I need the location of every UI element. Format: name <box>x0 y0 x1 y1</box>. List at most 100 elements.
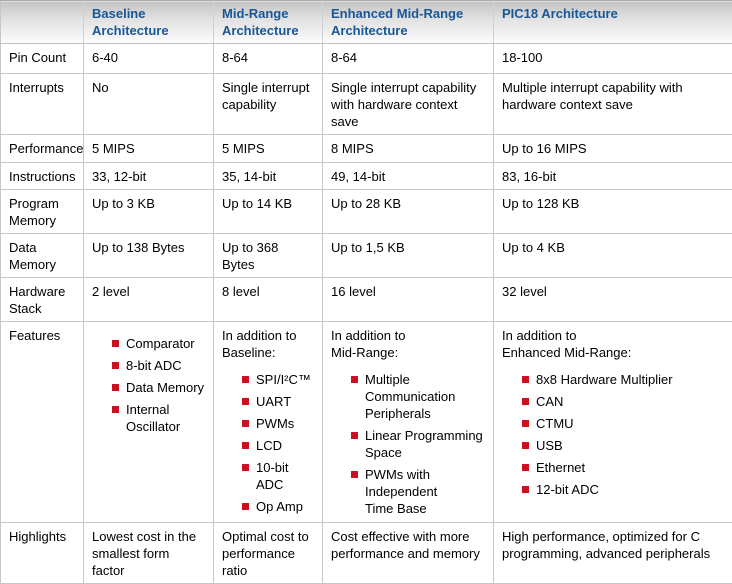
cell: High performance, optimized for C progra… <box>494 523 732 584</box>
table-row-features: Features Comparator 8-bit ADC Data Memor… <box>1 322 732 523</box>
bullet-icon <box>522 442 529 449</box>
feature-item: CAN <box>522 393 724 410</box>
feature-item-label: USB <box>536 438 563 453</box>
feature-intro: In addition to Enhanced Mid-Range: <box>502 327 724 361</box>
feature-item-label: 8x8 Hardware Multiplier <box>536 372 673 387</box>
feature-item-label: 12-bit ADC <box>536 482 599 497</box>
feature-item: Comparator <box>112 335 205 352</box>
feature-item: Internal Oscillator <box>112 401 205 435</box>
cell: Multiple interrupt capability with hardw… <box>494 74 732 135</box>
feature-item-label: PWMs with Independent Time Base <box>365 467 437 516</box>
feature-item: Ethernet <box>522 459 724 476</box>
features-cell-baseline: Comparator 8-bit ADC Data Memory Interna… <box>84 322 214 523</box>
bullet-icon <box>242 420 249 427</box>
corner-header <box>1 1 84 44</box>
feature-item-label: Op Amp <box>256 499 303 514</box>
bullet-icon <box>112 340 119 347</box>
feature-item: CTMU <box>522 415 724 432</box>
cell: 16 level <box>323 278 494 322</box>
feature-item-label: Comparator <box>126 336 195 351</box>
feature-item: 8x8 Hardware Multiplier <box>522 371 724 388</box>
cell: 35, 14-bit <box>214 163 323 190</box>
bullet-icon <box>242 398 249 405</box>
bullet-icon <box>112 384 119 391</box>
feature-item-label: UART <box>256 394 291 409</box>
features-cell-enhanced-mid-range: In addition to Mid-Range: Multiple Commu… <box>323 322 494 523</box>
feature-item-label: 8-bit ADC <box>126 358 182 373</box>
bullet-icon <box>112 406 119 413</box>
feature-intro: In addition to Baseline: <box>222 327 314 361</box>
feature-item: Linear Programming Space <box>351 427 485 461</box>
feature-item: Op Amp <box>242 498 314 515</box>
bullet-icon <box>351 432 358 439</box>
cell: 5 MIPS <box>214 135 323 163</box>
cell: 33, 12-bit <box>84 163 214 190</box>
table-row-performance: Performance 5 MIPS 5 MIPS 8 MIPS Up to 1… <box>1 135 732 163</box>
row-label: Pin Count <box>1 44 84 74</box>
cell: 8 level <box>214 278 323 322</box>
bullet-icon <box>242 503 249 510</box>
table-row-instructions: Instructions 33, 12-bit 35, 14-bit 49, 1… <box>1 163 732 190</box>
cell: Up to 138 Bytes <box>84 234 214 278</box>
column-header-baseline: Baseline Architecture <box>84 1 214 44</box>
feature-intro: In addition to Mid-Range: <box>331 327 485 361</box>
cell: 83, 16-bit <box>494 163 732 190</box>
cell: Up to 1,5 KB <box>323 234 494 278</box>
bullet-icon <box>242 376 249 383</box>
bullet-icon <box>351 471 358 478</box>
cell: Up to 3 KB <box>84 190 214 234</box>
bullet-icon <box>351 376 358 383</box>
column-header-mid-range: Mid-Range Architecture <box>214 1 323 44</box>
feature-item-label: Linear Programming Space <box>365 428 483 460</box>
cell: Optimal cost to performance ratio <box>214 523 323 584</box>
bullet-icon <box>112 362 119 369</box>
table-row-highlights: Highlights Lowest cost in the smallest f… <box>1 523 732 584</box>
cell: 8 MIPS <box>323 135 494 163</box>
cell: Lowest cost in the smallest form factor <box>84 523 214 584</box>
cell: 5 MIPS <box>84 135 214 163</box>
table-row-program-memory: Program Memory Up to 3 KB Up to 14 KB Up… <box>1 190 732 234</box>
cell: 2 level <box>84 278 214 322</box>
cell: Up to 16 MIPS <box>494 135 732 163</box>
row-label: Interrupts <box>1 74 84 135</box>
feature-item: Data Memory <box>112 379 205 396</box>
feature-list: 8x8 Hardware Multiplier CAN CTMU USB Eth… <box>502 371 724 498</box>
cell: 32 level <box>494 278 732 322</box>
feature-item-label: CTMU <box>536 416 574 431</box>
column-header-pic18: PIC18 Architecture <box>494 1 732 44</box>
cell: No <box>84 74 214 135</box>
cell: Single interrupt capability with hardwar… <box>323 74 494 135</box>
row-label: Highlights <box>1 523 84 584</box>
feature-item-label: Ethernet <box>536 460 585 475</box>
cell: Up to 368 Bytes <box>214 234 323 278</box>
column-header-enhanced-mid-range: Enhanced Mid-Range Architecture <box>323 1 494 44</box>
cell: 8-64 <box>323 44 494 74</box>
feature-item-label: Internal Oscillator <box>126 402 180 434</box>
feature-item: PWMs with Independent Time Base <box>351 466 485 517</box>
cell: 8-64 <box>214 44 323 74</box>
bullet-icon <box>522 376 529 383</box>
feature-item-label: CAN <box>536 394 563 409</box>
feature-item: 10-bit ADC <box>242 459 314 493</box>
feature-item: Multiple Communication Peripherals <box>351 371 485 422</box>
feature-item: UART <box>242 393 314 410</box>
cell: Cost effective with more performance and… <box>323 523 494 584</box>
feature-item-label: Multiple Communication Peripherals <box>365 372 455 421</box>
bullet-icon <box>242 464 249 471</box>
row-label: Instructions <box>1 163 84 190</box>
bullet-icon <box>522 486 529 493</box>
row-label: Performance <box>1 135 84 163</box>
cell: Up to 14 KB <box>214 190 323 234</box>
header-row: Baseline Architecture Mid-Range Architec… <box>1 1 732 44</box>
features-cell-pic18: In addition to Enhanced Mid-Range: 8x8 H… <box>494 322 732 523</box>
cell: Single interrupt capability <box>214 74 323 135</box>
bullet-icon <box>522 398 529 405</box>
feature-item-label: 10-bit ADC <box>256 460 289 492</box>
feature-list: SPI/I²C™ UART PWMs LCD 10-bit ADC Op Amp <box>222 371 314 515</box>
cell: 6-40 <box>84 44 214 74</box>
features-cell-mid-range: In addition to Baseline: SPI/I²C™ UART P… <box>214 322 323 523</box>
feature-item: PWMs <box>242 415 314 432</box>
bullet-icon <box>522 464 529 471</box>
row-label: Data Memory <box>1 234 84 278</box>
cell: 49, 14-bit <box>323 163 494 190</box>
